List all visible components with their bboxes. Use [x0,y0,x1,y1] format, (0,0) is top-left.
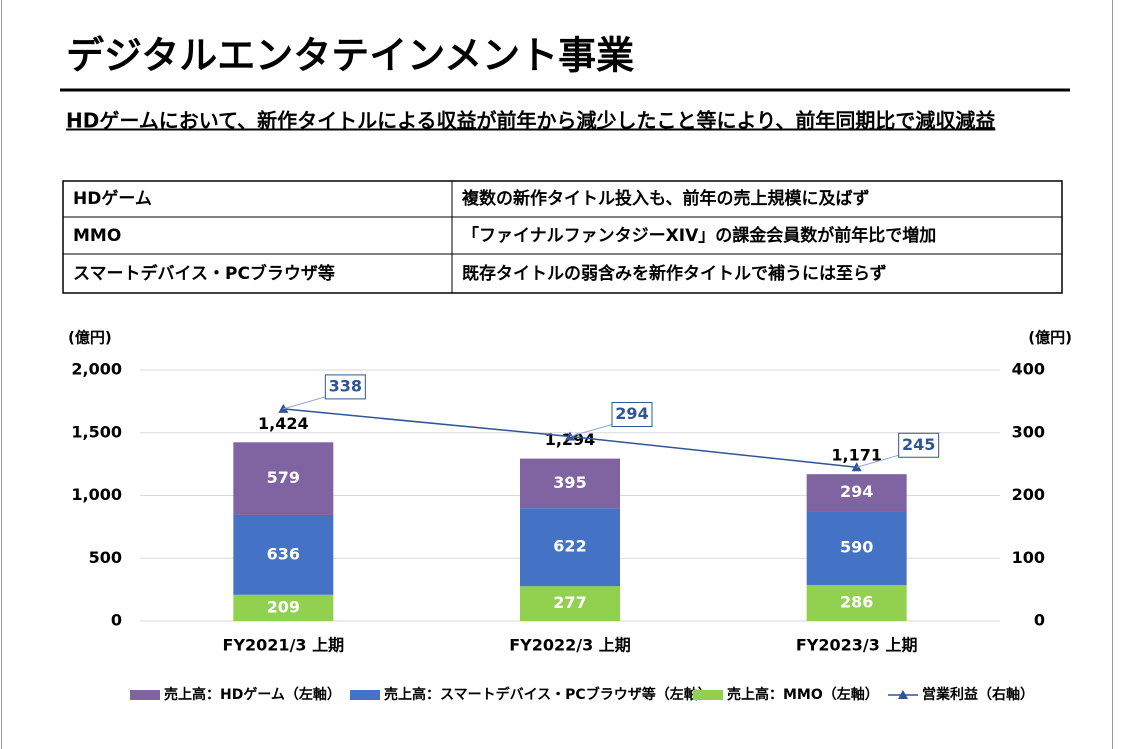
bar-value-label: 579 [267,468,300,487]
x-tick-label: FY2023/3 上期 [796,636,918,655]
x-tick-label: FY2021/3 上期 [223,636,345,655]
bar-value-label: 277 [553,593,586,612]
bar-value-label: 590 [840,538,873,557]
y-tick-label: 0 [111,611,122,630]
table-cell: 複数の新作タイトル投入も、前年の売上規模に及ばず [461,188,870,209]
y2-tick-label: 100 [1012,548,1045,567]
x-tick-label: FY2022/3 上期 [509,636,631,655]
table-cell: MMO [73,226,121,246]
bar-segment [806,585,907,621]
slide-subtitle: HDゲームにおいて、新作タイトルによる収益が前年から減少したこと等により、前年同… [66,109,995,133]
bar-segment [233,594,334,621]
bar-total-label: 1,424 [258,414,309,433]
bar-segment [233,514,334,595]
y2-tick-label: 0 [1034,611,1045,630]
bar-segment [520,586,620,621]
table-cell: 既存タイトルの弱含みを新作タイトルで補うには至らず [462,263,887,284]
bar-value-label: 286 [840,593,873,612]
legend-label: 売上高：MMO（左軸） [727,686,879,703]
legend-swatch [693,690,723,700]
label-leader [283,396,326,410]
y2-axis-unit: (億円) [1028,329,1072,347]
bar-value-label: 636 [267,544,300,563]
bar-value-label: 209 [267,597,300,616]
y-tick-label: 1,000 [71,485,122,504]
bar-total-label: 1,171 [831,446,882,465]
legend-marker [898,690,908,699]
bar-segment [806,474,907,512]
table-cell: HDゲーム [73,188,152,209]
legend-swatch [350,690,380,700]
legend-swatch [130,690,160,700]
bar-segment [233,442,334,515]
y2-tick-label: 400 [1012,360,1045,379]
bar-segment [806,511,907,586]
bar-segment [520,508,620,587]
legend-label: 売上高：スマートデバイス・PCブラウザ等（左軸） [384,686,712,703]
label-leader [856,454,899,468]
summary-table [62,180,1063,294]
bar-value-label: 622 [553,537,586,556]
y-tick-label: 1,500 [71,422,122,441]
value-label-box [324,374,366,400]
line-value-label: 338 [329,376,362,395]
y-tick-label: 500 [89,548,122,567]
y-axis-unit: (億円) [68,329,112,347]
table-border [62,180,1063,294]
y-tick-label: 2,000 [71,360,122,379]
slide-title: デジタルエンタテインメント事業 [66,34,634,78]
y2-tick-label: 200 [1012,485,1045,504]
line-value-label: 294 [615,404,648,423]
legend-label: 営業利益（右軸） [922,686,1034,703]
value-label-box [898,432,940,458]
line-value-label: 245 [902,435,935,454]
table-cell: スマートデバイス・PCブラウザ等 [73,263,335,284]
value-label-box [611,402,653,428]
table-cell: 「ファイナルファンタジーXIV」の課金会員数が前年比で増加 [462,225,936,246]
y2-tick-label: 300 [1012,422,1045,441]
legend-label: 売上高：HDゲーム（左軸） [164,686,341,703]
label-leader [569,424,613,437]
bar-value-label: 395 [553,473,586,492]
bar-segment [520,458,620,509]
bar-value-label: 294 [840,482,873,501]
